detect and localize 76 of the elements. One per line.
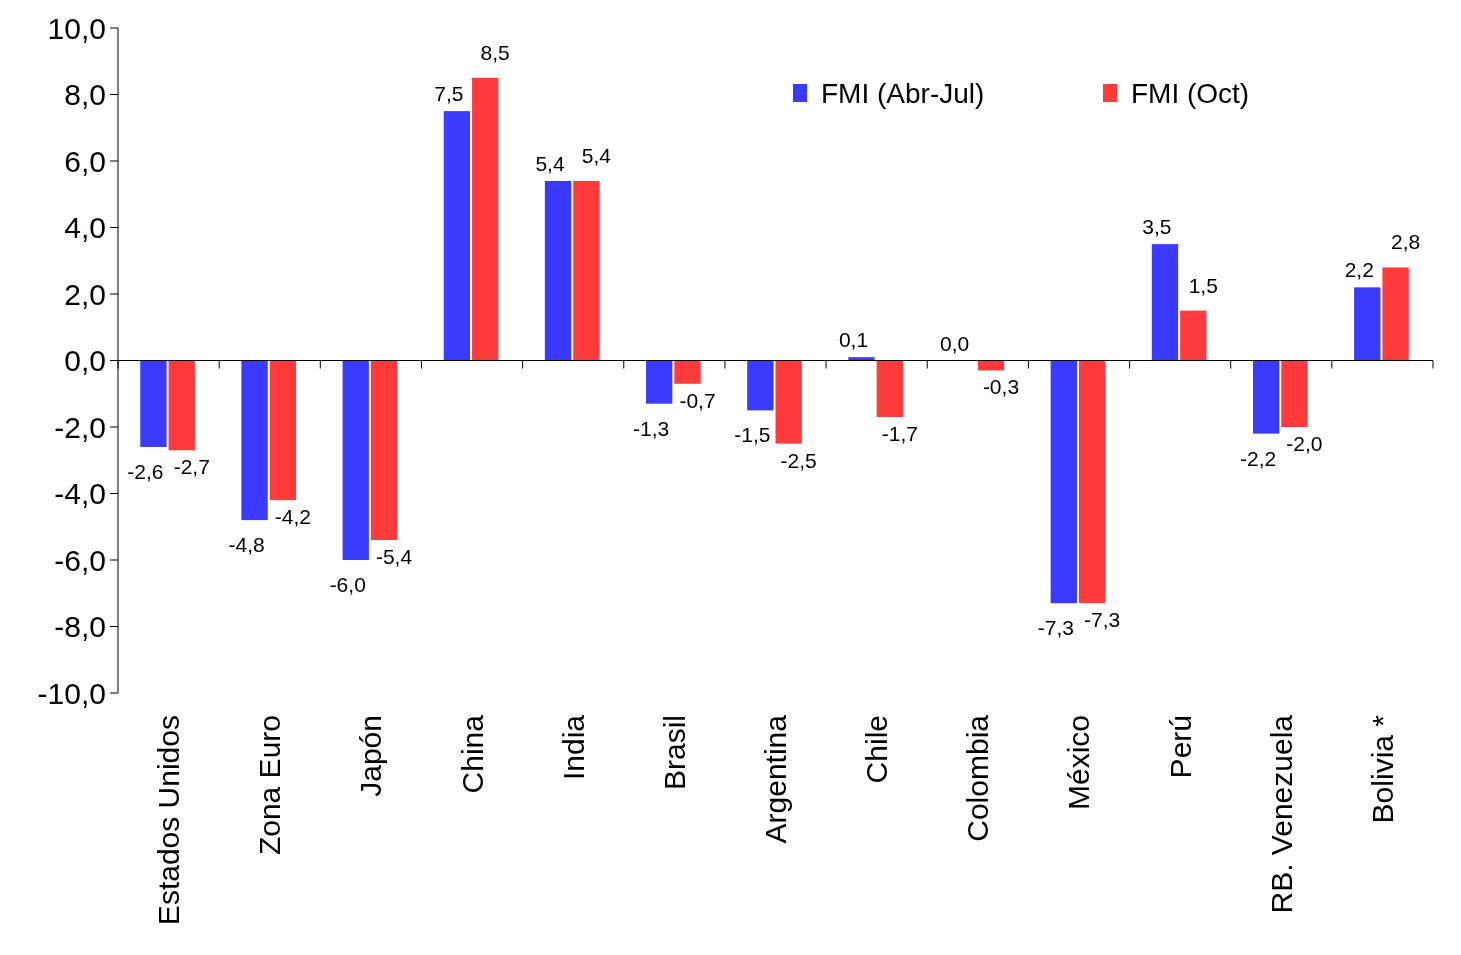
data-label: -1,3 — [633, 416, 670, 440]
x-tick-label: Perú — [1163, 715, 1197, 779]
data-label: -4,2 — [274, 505, 311, 529]
data-label: 2,8 — [1390, 230, 1421, 254]
bar — [1252, 360, 1280, 434]
y-tick-label: 0,0 — [64, 344, 106, 377]
y-tick-label: -4,0 — [54, 477, 106, 510]
y-tick-label: -6,0 — [54, 543, 106, 577]
bar — [1354, 287, 1381, 361]
y-tick-label: -10,0 — [37, 676, 106, 710]
x-tick-label: Chile — [860, 715, 894, 784]
data-label: -2,0 — [1286, 432, 1323, 455]
x-tick-label: Zona Euro — [253, 715, 287, 856]
data-label: -5,4 — [375, 545, 413, 569]
y-tick-label: 2,0 — [64, 277, 106, 311]
data-label: -2,7 — [173, 455, 210, 479]
bar — [168, 360, 195, 451]
data-label: 5,4 — [581, 143, 612, 167]
x-tick-label: China — [455, 714, 489, 794]
data-label: -2,6 — [127, 459, 164, 483]
bar — [443, 111, 471, 361]
data-label: 8,5 — [480, 40, 510, 64]
x-tick-label: Bolivia * — [1365, 714, 1399, 824]
x-tick-label: Estados Unidos — [152, 715, 186, 926]
data-label: 7,5 — [434, 82, 464, 106]
bar — [370, 360, 398, 541]
bar — [1151, 244, 1179, 361]
bar — [1078, 360, 1106, 604]
data-label: -7,3 — [1037, 616, 1074, 640]
bar — [747, 360, 774, 411]
bar — [775, 360, 802, 444]
bar — [269, 360, 297, 501]
data-label: -7,3 — [1084, 608, 1121, 632]
bar — [1281, 360, 1308, 427]
y-tick-label: 6,0 — [64, 144, 106, 178]
data-label: 1,5 — [1188, 273, 1218, 297]
bar — [472, 77, 499, 361]
bar — [342, 360, 369, 560]
bar — [646, 360, 673, 404]
y-tick-label: 10,0 — [47, 11, 106, 45]
y-tick-label: -8,0 — [54, 610, 106, 643]
data-label: 5,4 — [535, 151, 565, 175]
x-tick-label: Brasil — [657, 715, 691, 791]
legend-label: FMI (Abr-Jul) — [821, 77, 985, 109]
x-tick-label: Argentina — [759, 714, 792, 844]
data-label: 3,5 — [1142, 215, 1172, 239]
data-label: 2,2 — [1344, 258, 1374, 282]
data-label: -2,5 — [780, 448, 817, 472]
data-label: -6,0 — [329, 573, 366, 596]
bar — [1050, 360, 1077, 604]
bar — [544, 180, 572, 361]
y-tick-label: 8,0 — [64, 78, 106, 111]
bar — [1180, 310, 1207, 361]
x-tick-label: Japón — [354, 715, 388, 797]
x-tick-label: México — [1062, 715, 1096, 811]
bar — [1382, 267, 1409, 361]
data-label: -0,7 — [679, 388, 716, 412]
bar — [140, 360, 167, 447]
bar — [241, 360, 268, 521]
data-label: -2,2 — [1240, 446, 1277, 470]
data-label: -4,8 — [228, 533, 265, 557]
data-label: -1,7 — [881, 422, 918, 446]
legend-label: FMI (Oct) — [1131, 77, 1250, 109]
data-label: 0,0 — [940, 331, 970, 355]
bar — [848, 357, 875, 361]
x-tick-label: Colombia — [961, 714, 995, 842]
bar — [573, 180, 600, 361]
data-label: 0,1 — [838, 328, 869, 352]
y-tick-label: -2,0 — [54, 410, 106, 444]
data-label: -1,5 — [734, 423, 771, 447]
bar — [876, 360, 903, 418]
x-tick-label: RB. Venezuela — [1264, 714, 1298, 914]
bar — [674, 360, 701, 384]
y-tick-label: 4,0 — [64, 211, 106, 244]
data-label: -0,3 — [982, 375, 1020, 399]
x-tick-label: India — [556, 714, 590, 781]
